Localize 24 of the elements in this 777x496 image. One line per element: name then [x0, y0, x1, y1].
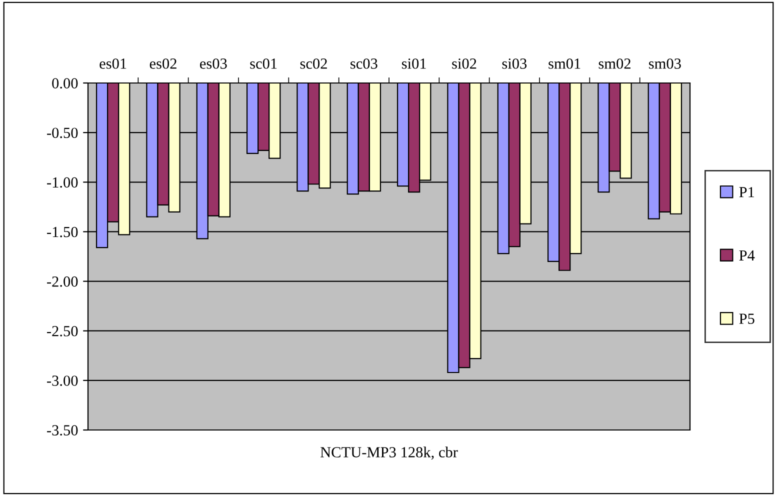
x-axis-title: NCTU-MP3 128k, cbr: [320, 446, 458, 460]
y-tick-label: -2.00: [47, 276, 78, 287]
y-tick-label: -3.50: [47, 425, 78, 436]
y-tick-label: -2.50: [47, 326, 78, 336]
y-tick-label: -1.00: [47, 177, 78, 188]
legend-label: P5: [739, 314, 754, 324]
x-tick-label: si03: [502, 58, 527, 69]
x-tick-label: si02: [452, 58, 476, 69]
x-tick-label: sc01: [250, 58, 277, 69]
y-tick-label: -0.50: [47, 128, 78, 138]
legend-label: P4: [739, 250, 755, 260]
x-tick-label: es01: [100, 58, 126, 69]
x-tick-label: es03: [200, 58, 227, 69]
x-tick-label: sm01: [548, 58, 580, 69]
x-tick-label: sc03: [350, 58, 378, 69]
x-tick-label: sm02: [598, 58, 630, 69]
y-tick-label: 0.00: [52, 78, 78, 89]
x-tick-label: sc02: [300, 58, 327, 69]
x-tick-label: sm03: [648, 58, 681, 69]
x-tick-label: es02: [150, 58, 176, 69]
x-tick-label: si01: [402, 58, 426, 69]
legend-label: P1: [739, 187, 754, 198]
y-tick-label: -3.00: [47, 376, 78, 386]
y-tick-label: -1.50: [47, 226, 78, 238]
